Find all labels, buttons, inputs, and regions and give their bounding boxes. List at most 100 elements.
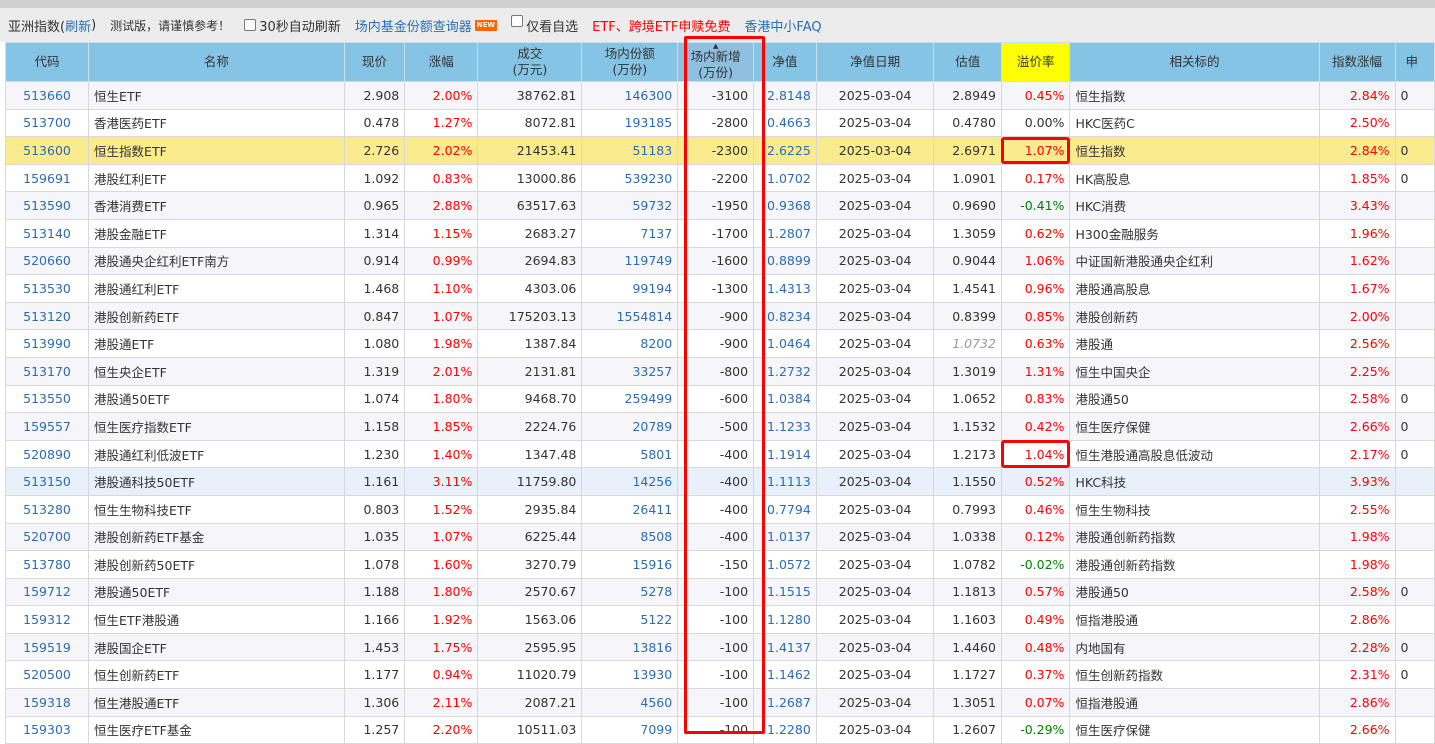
cell-nav[interactable]: 1.4137 [753, 632, 817, 662]
cell-related-index[interactable]: 恒生医疗保健 [1069, 715, 1320, 744]
cell-nav[interactable]: 1.0464 [753, 329, 817, 358]
cell-shares[interactable]: 5278 [581, 577, 679, 607]
cell-name[interactable]: 港股通ETF [88, 329, 345, 358]
table-row[interactable]: 513170 恒生央企ETF 1.319 2.01% 2131.81 33257 -800 1… [4, 356, 1435, 386]
cell-code[interactable]: 520500 [4, 660, 90, 690]
cell-nav[interactable]: 1.1515 [753, 577, 817, 607]
cell-nav[interactable]: 1.1233 [753, 412, 817, 441]
header-price[interactable]: 现价 [343, 42, 406, 82]
cell-shares[interactable]: 259499 [581, 384, 679, 414]
cell-code[interactable]: 513700 [4, 108, 90, 138]
table-row[interactable]: 513140 港股金融ETF 1.314 1.15% 2683.27 7137 -1700 1… [4, 218, 1435, 248]
cell-related-index[interactable]: 港股通50 [1069, 577, 1320, 607]
cell-shares[interactable]: 26411 [581, 494, 679, 524]
auto-refresh-toggle[interactable]: 30秒自动刷新 [244, 16, 341, 35]
cell-code[interactable]: 513660 [4, 81, 90, 110]
cell-name[interactable]: 香港消费ETF [88, 191, 345, 220]
cell-name[interactable]: 港股国企ETF [88, 632, 345, 662]
cell-code[interactable]: 513550 [4, 384, 90, 414]
cell-shares[interactable]: 14256 [581, 467, 679, 496]
header-nav-date[interactable]: 净值日期 [815, 42, 935, 82]
cell-nav[interactable]: 1.1280 [753, 605, 817, 634]
cell-related-index[interactable]: 恒指港股通 [1069, 605, 1320, 634]
cell-name[interactable]: 港股创新药50ETF [88, 550, 345, 579]
cell-code[interactable]: 159519 [4, 632, 90, 662]
cell-code[interactable]: 513150 [4, 467, 90, 496]
header-subscribe[interactable]: 申 [1394, 42, 1435, 82]
cell-shares[interactable]: 8508 [581, 522, 679, 552]
cell-code[interactable]: 159312 [4, 605, 90, 634]
cell-related-index[interactable]: 恒生指数 [1069, 136, 1320, 165]
watchlist-checkbox[interactable] [511, 15, 524, 27]
cell-related-index[interactable]: 港股通创新药指数 [1069, 522, 1320, 552]
table-row[interactable]: 513150 港股通科技50ETF 1.161 3.11% 11759.80 14256-… [4, 467, 1435, 496]
cell-nav[interactable]: 0.4663 [753, 108, 817, 138]
cell-nav[interactable]: 1.1462 [753, 660, 817, 690]
cell-shares[interactable]: 33257 [581, 356, 679, 386]
cell-name[interactable]: 恒生医疗ETF基金 [88, 715, 345, 744]
cell-related-index[interactable]: 恒生医疗保健 [1069, 412, 1320, 441]
table-row[interactable]: 520500 恒生创新药ETF 1.177 0.94% 11020.79 13930 -10… [4, 660, 1435, 690]
cell-related-index[interactable]: 中证国新港股通央企红利 [1069, 246, 1320, 276]
cell-nav[interactable]: 1.1914 [753, 439, 817, 469]
cell-nav[interactable]: 2.6225 [753, 136, 817, 165]
table-row[interactable]: 159312 恒生ETF港股通 1.166 1.92% 1563.06 5122 -100 1… [4, 605, 1435, 634]
cell-nav[interactable]: 1.2280 [753, 715, 817, 744]
cell-code[interactable]: 513990 [4, 329, 90, 358]
table-row[interactable]: 520660 港股通央企红利ETF南方 0.914 0.99% 2694.83 11974… [4, 246, 1435, 276]
auto-refresh-checkbox[interactable] [244, 19, 257, 31]
cell-code[interactable]: 159318 [4, 688, 90, 717]
cell-code[interactable]: 513170 [4, 356, 90, 386]
table-row[interactable]: 513530 港股通红利ETF 1.468 1.10% 4303.06 99194 -130… [4, 274, 1435, 303]
cell-shares[interactable]: 15916 [581, 550, 679, 579]
table-row[interactable]: 513590 香港消费ETF 0.965 2.88% 63517.63 59732 -195… [4, 191, 1435, 220]
faq-link[interactable]: 香港中小FAQ [744, 19, 822, 35]
cell-nav[interactable]: 0.7794 [753, 494, 817, 524]
cell-nav[interactable]: 1.0384 [753, 384, 817, 414]
table-row[interactable]: 520700 港股创新药ETF基金 1.035 1.07% 6225.44 8508 -40… [4, 522, 1435, 552]
promo-link[interactable]: ETF、跨境ETF申赎免费 [592, 19, 731, 35]
header-new-shares[interactable]: ▲ 场内新增 (万份) [677, 42, 755, 82]
cell-code[interactable]: 159557 [4, 412, 90, 441]
header-premium[interactable]: 溢价率 [1000, 42, 1071, 82]
cell-code[interactable]: 520890 [4, 439, 90, 469]
cell-shares[interactable]: 5122 [581, 605, 679, 634]
fund-query-label[interactable]: 场内基金份额查询器 [354, 19, 472, 35]
cell-nav[interactable]: 1.0137 [753, 522, 817, 552]
cell-nav[interactable]: 1.4313 [753, 274, 817, 303]
cell-related-index[interactable]: HKC科技 [1069, 467, 1320, 496]
cell-name[interactable]: 港股通50ETF [88, 384, 345, 414]
cell-nav[interactable]: 0.8234 [753, 301, 817, 331]
table-row[interactable]: 159318 恒生港股通ETF 1.306 2.11% 2087.21 4560 -100 1… [4, 688, 1435, 717]
cell-nav[interactable]: 1.2732 [753, 356, 817, 386]
cell-code[interactable]: 159712 [4, 577, 90, 607]
cell-name[interactable]: 恒生指数ETF [88, 136, 345, 165]
cell-related-index[interactable]: HK高股息 [1069, 163, 1320, 193]
cell-shares[interactable]: 4560 [581, 688, 679, 717]
cell-name[interactable]: 港股通50ETF [88, 577, 345, 607]
cell-name[interactable]: 恒生创新药ETF [88, 660, 345, 690]
header-change[interactable]: 涨幅 [404, 42, 479, 82]
cell-name[interactable]: 恒生ETF港股通 [88, 605, 345, 634]
cell-name[interactable]: 恒生ETF [88, 81, 345, 110]
cell-code[interactable]: 513140 [4, 218, 90, 248]
cell-related-index[interactable]: 港股通50 [1069, 384, 1320, 414]
refresh-link[interactable]: 刷新 [65, 19, 92, 35]
cell-shares[interactable]: 193185 [581, 108, 679, 138]
cell-nav[interactable]: 1.0702 [753, 163, 817, 193]
table-row[interactable]: 513550 港股通50ETF 1.074 1.80% 9468.70 259499 -60… [4, 384, 1435, 414]
cell-shares[interactable]: 59732 [581, 191, 679, 220]
cell-nav[interactable]: 1.2687 [753, 688, 817, 717]
watchlist-toggle[interactable]: 仅看自选 [511, 12, 578, 35]
cell-shares[interactable]: 7099 [581, 715, 679, 744]
cell-nav[interactable]: 1.2807 [753, 218, 817, 248]
cell-related-index[interactable]: 恒生生物科技 [1069, 494, 1320, 524]
cell-shares[interactable]: 8200 [581, 329, 679, 358]
cell-name[interactable]: 港股创新药ETF基金 [88, 522, 345, 552]
table-row[interactable]: 513600 恒生指数ETF 2.726 2.02% 21453.41 51183 -230… [4, 136, 1435, 165]
cell-code[interactable]: 513600 [4, 136, 90, 165]
fund-query-link[interactable]: 场内基金份额查询器 NEW [354, 16, 498, 35]
cell-related-index[interactable]: 恒生指数 [1069, 81, 1320, 110]
cell-related-index[interactable]: 港股通创新药指数 [1069, 550, 1320, 579]
cell-shares[interactable]: 539230 [581, 163, 679, 193]
